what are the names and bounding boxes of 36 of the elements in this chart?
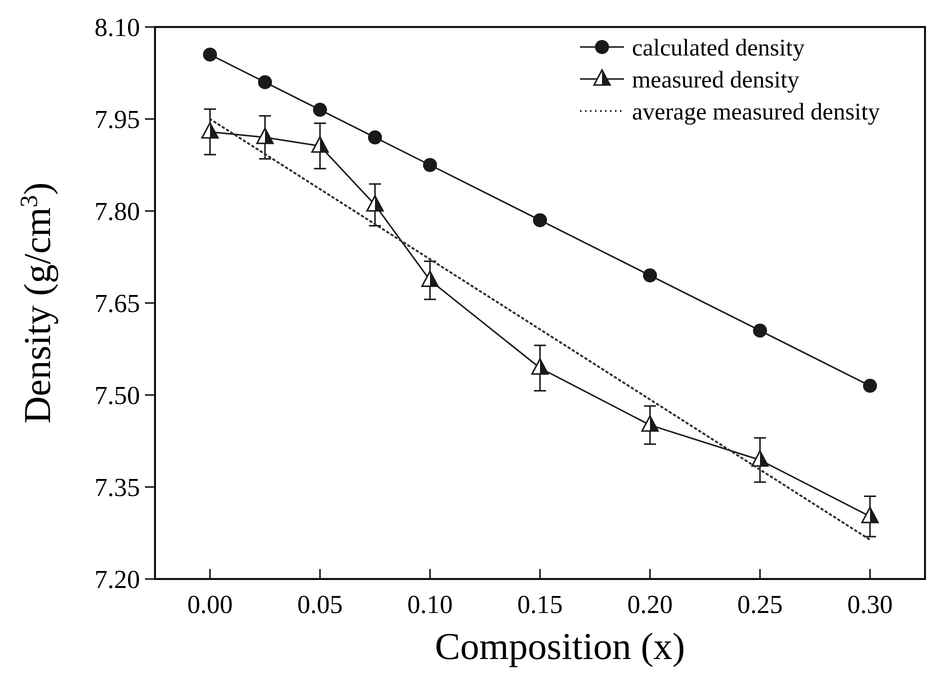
- point: [531, 358, 549, 375]
- point: [256, 128, 274, 144]
- y-tick-label: 7.35: [94, 473, 140, 502]
- point: [751, 450, 769, 467]
- point: [641, 415, 659, 432]
- y-tick-label: 7.95: [94, 105, 140, 134]
- point: [258, 75, 272, 90]
- x-tick-label: 0.30: [847, 590, 893, 619]
- x-tick-label: 0.20: [627, 590, 673, 619]
- x-tick-label: 0.00: [187, 590, 233, 619]
- x-axis-title: Composition (x): [434, 626, 686, 668]
- point: [203, 48, 217, 62]
- legend-label: calculated density: [632, 35, 805, 62]
- point: [863, 378, 877, 393]
- point: [861, 506, 879, 524]
- point: [368, 130, 382, 144]
- y-tick-label: 7.65: [94, 289, 140, 318]
- x-tick-label: 0.15: [517, 590, 563, 619]
- x-tick-label: 0.05: [297, 590, 343, 619]
- point: [533, 213, 547, 228]
- legend-label: average measured density: [632, 99, 880, 126]
- x-tick-label: 0.10: [407, 590, 453, 619]
- y-tick-label: 7.80: [94, 197, 140, 226]
- x-tick-label: 0.25: [737, 590, 783, 619]
- point: [643, 268, 657, 282]
- y-tick-label: 7.20: [94, 565, 140, 594]
- point: [421, 270, 439, 288]
- legend-label: measured density: [632, 67, 800, 94]
- point: [311, 136, 329, 153]
- point: [201, 122, 219, 139]
- point: [753, 324, 767, 338]
- point: [366, 195, 384, 212]
- point: [313, 102, 327, 117]
- y-tick-label: 7.50: [94, 381, 140, 410]
- point: [423, 158, 437, 172]
- y-tick-label: 8.10: [94, 13, 140, 42]
